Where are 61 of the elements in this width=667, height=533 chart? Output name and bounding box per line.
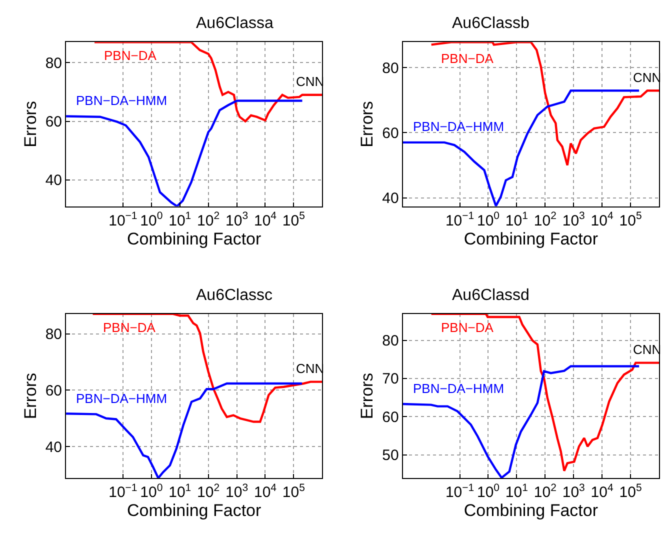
x-tick-label: 10$^{3}$: [562, 210, 586, 230]
chart-title: Au6Classa: [196, 15, 274, 32]
x-tick-label: 10$^{1}$: [168, 210, 192, 230]
x-tick-label: 10$^{4}$: [590, 482, 614, 502]
x-tick-label: 10$^{0}$: [476, 482, 500, 502]
x-tick-label: 10$^{2}$: [534, 482, 557, 502]
y-axis-title: Errors: [20, 372, 40, 420]
x-tick-label: 10$^{5}$: [282, 482, 306, 502]
x-tick-label: 10$^{5}$: [282, 210, 306, 230]
x-tick-label: 10$^{−1}$: [445, 482, 474, 502]
series-label: PBN−DA−HMM: [413, 119, 504, 134]
x-tick-label: 10$^{1}$: [168, 482, 192, 502]
y-tick-label: 60: [45, 114, 62, 131]
x-tick-label: 10$^{0}$: [140, 210, 163, 230]
y-tick-label: 40: [45, 172, 62, 190]
x-tick-label: 10$^{1}$: [505, 210, 528, 230]
x-tick-label: 10$^{4}$: [254, 210, 277, 230]
y-tick-label: 70: [382, 370, 399, 388]
x-tick-label: 10$^{3}$: [562, 482, 586, 502]
x-tick-label: 10$^{5}$: [619, 482, 642, 502]
chart-title: Au6Classc: [196, 287, 272, 304]
y-tick-label: 80: [45, 326, 62, 344]
y-tick-label: 80: [382, 332, 399, 350]
x-tick-label: 10$^{3}$: [226, 482, 248, 502]
series-label: PBN−DA: [441, 51, 494, 66]
y-tick-label: 60: [382, 408, 399, 426]
y-axis-title: Errors: [358, 372, 377, 420]
x-tick-label: 10$^{−1}$: [108, 482, 138, 502]
x-tick-label: 10$^{−1}$: [108, 210, 138, 230]
y-tick-label: 50: [382, 447, 399, 464]
chart-title: Au6Classb: [452, 15, 530, 32]
y-tick-label: 60: [382, 124, 399, 142]
x-tick-label: 10$^{−1}$: [445, 210, 474, 230]
series-label: PBN−DA: [104, 48, 157, 63]
x-tick-label: 10$^{3}$: [226, 210, 248, 230]
x-tick-label: 10$^{4}$: [590, 210, 614, 230]
y-tick-label: 40: [45, 438, 62, 456]
series-label: PBN−DA−HMM: [76, 391, 168, 406]
x-tick-label: 10$^{0}$: [140, 482, 163, 502]
x-axis-title: Combining Factor: [127, 229, 262, 248]
x-tick-label: 10$^{1}$: [505, 482, 528, 502]
series-label: PBN−DA: [441, 320, 494, 335]
x-tick-label: 10$^{5}$: [619, 210, 642, 230]
x-tick-label: 10$^{4}$: [254, 482, 277, 502]
y-axis-title: Errors: [358, 101, 377, 148]
x-tick-label: 10$^{2}$: [197, 482, 220, 502]
series-label: PBN−DA−HMM: [76, 93, 168, 108]
x-axis-title: Combining Factor: [464, 501, 598, 520]
y-tick-label: 80: [45, 54, 62, 72]
y-tick-label: 80: [382, 60, 399, 77]
chart-title: Au6Classd: [452, 287, 530, 304]
x-axis-title: Combining Factor: [127, 501, 262, 520]
x-axis-title: Combining Factor: [464, 229, 598, 248]
x-tick-label: 10$^{0}$: [476, 210, 500, 230]
x-tick-label: 10$^{2}$: [197, 210, 220, 230]
y-tick-label: 60: [45, 382, 62, 400]
x-tick-label: 10$^{2}$: [534, 210, 557, 230]
series-label: PBN−DA−HMM: [413, 381, 504, 396]
y-axis-title: Errors: [20, 101, 40, 148]
series-label: PBN−DA: [103, 320, 156, 335]
y-tick-label: 40: [382, 190, 399, 208]
